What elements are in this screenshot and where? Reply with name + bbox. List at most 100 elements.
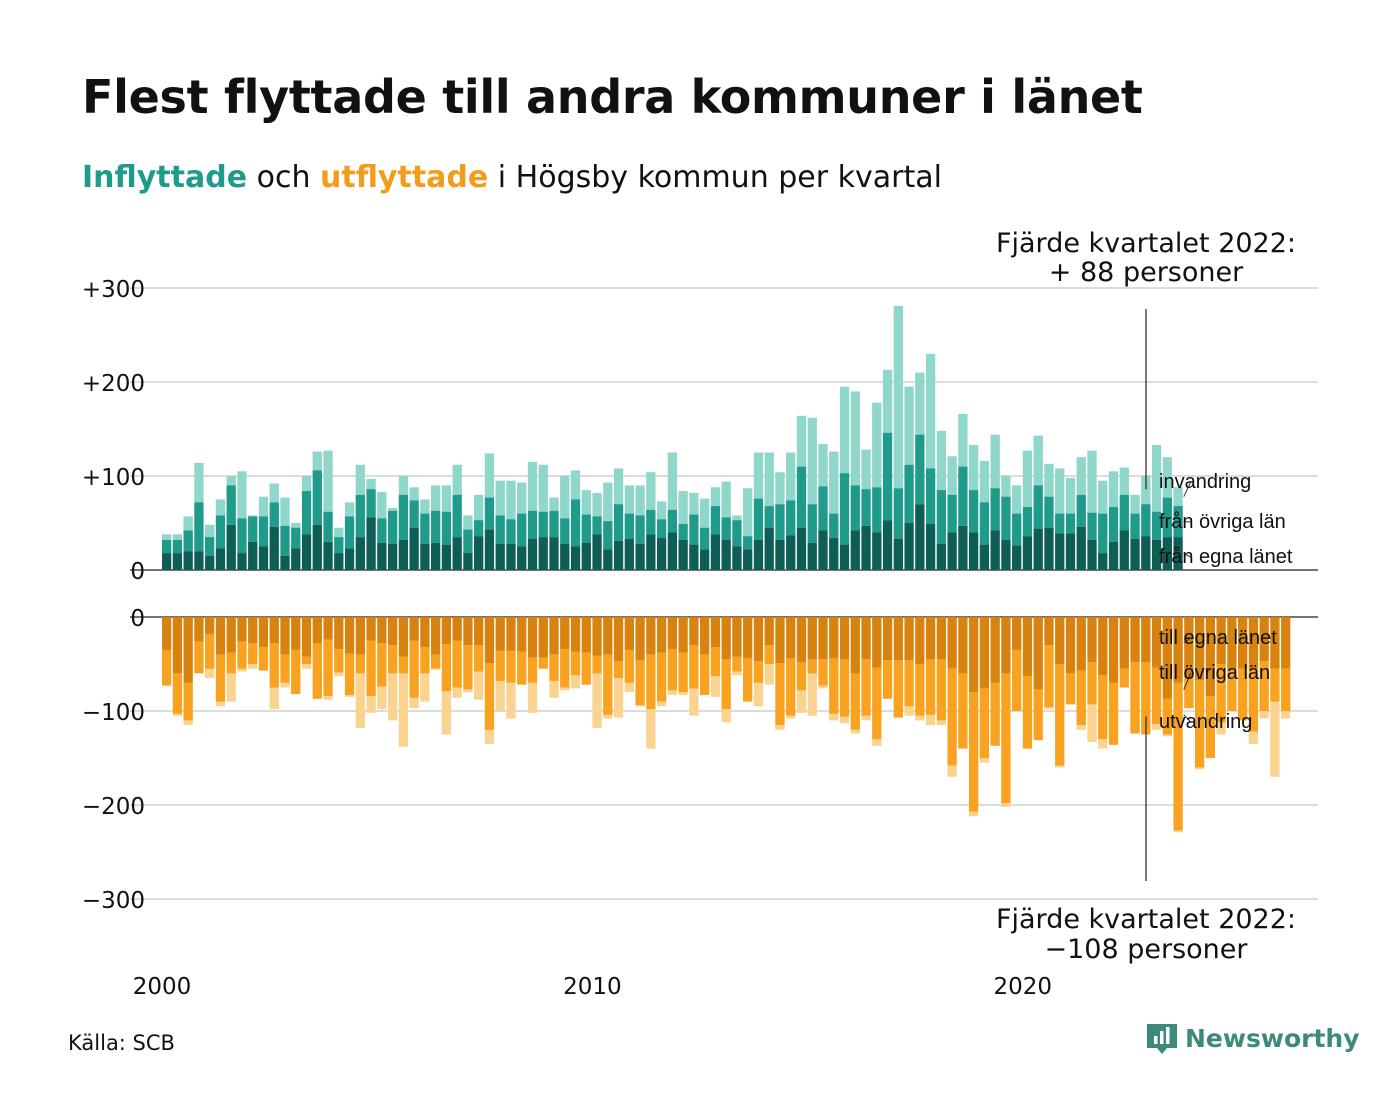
bar-ut-ovriga — [979, 688, 990, 758]
bar-in-invandring — [829, 451, 839, 514]
bar-in-egna — [613, 540, 624, 570]
bar-in-invandring — [226, 476, 236, 486]
bar-ut-egna — [387, 617, 398, 646]
bar-in-ovriga — [613, 504, 624, 541]
bar-ut-utvandring — [646, 709, 656, 749]
bar-in-ovriga — [1087, 512, 1097, 540]
bar-ut-egna — [1022, 617, 1033, 677]
bar-in-invandring — [689, 492, 699, 515]
bar-ut-utvandring — [269, 687, 279, 710]
bar-ut-ovriga — [517, 651, 527, 685]
bar-ut-ovriga — [764, 645, 774, 664]
bar-in-egna — [377, 542, 387, 570]
bar-in-invandring — [1044, 463, 1054, 497]
bar-in-invandring — [452, 464, 462, 495]
bar-in-egna — [474, 536, 484, 570]
bar-in-invandring — [344, 502, 355, 517]
bar-ut-egna — [915, 617, 925, 664]
bar-in-invandring — [915, 372, 925, 435]
bar-in-egna — [882, 520, 893, 570]
bar-ut-ovriga — [560, 648, 570, 688]
bar-in-egna — [549, 537, 559, 570]
bar-in-egna — [656, 538, 667, 570]
bar-ut-utvandring — [829, 713, 839, 721]
bar-in-invandring — [517, 482, 527, 514]
source-note: Källa: SCB — [68, 1031, 175, 1055]
bar-ut-utvandring — [452, 687, 462, 698]
bar-ut-utvandring — [1044, 707, 1054, 710]
bar-in-ovriga — [1162, 497, 1172, 538]
bar-in-ovriga — [194, 502, 204, 552]
bar-in-invandring — [527, 461, 538, 511]
bar-ut-egna — [1162, 617, 1172, 699]
bar-ut-egna — [1205, 617, 1216, 696]
bar-ut-ovriga — [603, 654, 613, 715]
bar-in-egna — [915, 504, 925, 570]
bar-ut-egna — [549, 617, 559, 655]
bar-ut-utvandring — [366, 695, 376, 713]
bar-ut-ovriga — [732, 656, 742, 672]
bar-ut-egna — [1281, 617, 1291, 669]
bar-in-egna — [893, 538, 903, 570]
bar-in-egna — [678, 539, 688, 570]
bar-ut-ovriga — [1184, 678, 1194, 709]
bar-in-invandring — [979, 460, 990, 503]
bar-ut-egna — [1248, 617, 1259, 670]
bar-ut-ovriga — [301, 656, 312, 664]
bar-ut-egna — [334, 617, 344, 649]
bar-ut-utvandring — [603, 714, 613, 719]
bar-ut-egna — [829, 617, 839, 659]
bar-in-ovriga — [205, 537, 215, 556]
bar-ut-utvandring — [1270, 701, 1280, 777]
bar-in-egna — [312, 524, 322, 570]
bar-in-egna — [431, 542, 441, 570]
bar-ut-ovriga — [463, 645, 473, 690]
bar-in-ovriga — [700, 527, 710, 550]
bar-in-invandring — [936, 430, 947, 491]
bar-ut-utvandring — [301, 664, 312, 669]
bar-ut-utvandring — [172, 713, 183, 716]
bar-in-egna — [743, 549, 753, 570]
bar-in-invandring — [1151, 444, 1162, 512]
bar-ut-utvandring — [635, 705, 645, 707]
bar-ut-ovriga — [1098, 675, 1108, 740]
bar-in-egna — [1162, 537, 1172, 570]
bar-in-egna — [904, 523, 914, 570]
bar-in-ovriga — [775, 504, 785, 540]
bar-ut-ovriga — [194, 641, 204, 674]
bar-ut-utvandring — [1259, 711, 1269, 719]
bar-in-ovriga — [861, 489, 871, 526]
bar-in-egna — [1055, 533, 1065, 570]
bar-ut-utvandring — [915, 715, 925, 721]
bar-in-ovriga — [495, 515, 505, 544]
bar-in-ovriga — [958, 466, 968, 526]
bar-in-invandring — [678, 491, 688, 524]
bar-ut-ovriga — [1087, 662, 1097, 705]
bar-ut-egna — [1184, 617, 1194, 679]
bar-in-ovriga — [1076, 494, 1086, 527]
bar-ut-egna — [635, 617, 645, 661]
bar-in-egna — [527, 538, 538, 570]
x-tick: 2020 — [994, 974, 1053, 1000]
bar-ut-utvandring — [344, 695, 355, 697]
bar-in-ovriga — [409, 500, 419, 528]
bar-in-invandring — [560, 476, 570, 519]
bar-in-egna — [635, 543, 645, 570]
bar-in-invandring — [549, 497, 559, 511]
bar-ut-utvandring — [979, 758, 990, 763]
bar-ut-utvandring — [850, 729, 860, 734]
bar-in-egna — [689, 544, 699, 570]
y-tick-top: +200 — [82, 371, 145, 397]
bar-ut-ovriga — [904, 660, 914, 707]
bar-in-egna — [162, 553, 172, 570]
bar-ut-egna — [280, 617, 290, 655]
bar-ut-utvandring — [549, 680, 559, 698]
bar-ut-ovriga — [1119, 668, 1129, 688]
bar-ut-ovriga — [936, 659, 947, 721]
bar-ut-ovriga — [743, 658, 753, 702]
bar-in-egna — [1130, 538, 1140, 570]
bar-in-invandring — [624, 485, 634, 514]
bar-in-invandring — [323, 450, 333, 512]
bar-in-invandring — [377, 491, 387, 519]
bar-in-invandring — [635, 485, 645, 516]
